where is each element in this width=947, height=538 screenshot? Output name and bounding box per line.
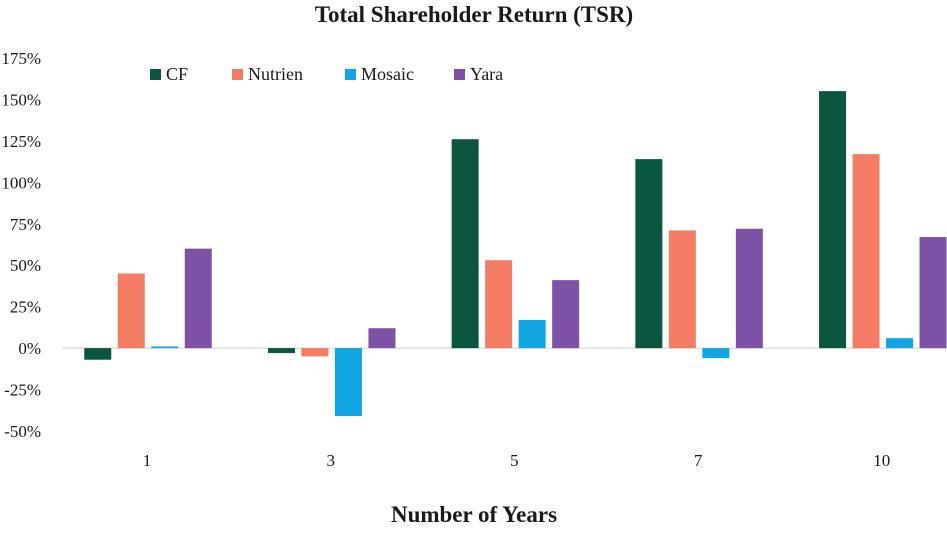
bar-yara-5y bbox=[552, 280, 580, 349]
y-tick-label: 100% bbox=[1, 173, 41, 192]
x-tick-label: 5 bbox=[510, 451, 519, 470]
bar-cf-3y bbox=[267, 348, 295, 354]
bar-nutrien-5y bbox=[485, 260, 513, 349]
legend-swatch-nutrien bbox=[232, 69, 243, 80]
bar-nutrien-1y bbox=[117, 273, 145, 349]
bar-mosaic-1y bbox=[151, 346, 179, 349]
legend-swatch-mosaic bbox=[345, 69, 356, 80]
bar-yara-10y bbox=[919, 237, 947, 349]
x-tick-label: 1 bbox=[143, 451, 152, 470]
legend-label-nutrien: Nutrien bbox=[248, 64, 303, 84]
x-axis-ticks: 1 3 5 7 10 bbox=[143, 451, 891, 470]
legend: CF Nutrien Mosaic Yara bbox=[150, 64, 503, 84]
y-tick-label: 175% bbox=[1, 49, 41, 68]
legend-swatch-yara bbox=[454, 69, 465, 80]
bar-nutrien-3y bbox=[301, 348, 329, 357]
x-tick-label: 3 bbox=[326, 451, 335, 470]
bar-yara-7y bbox=[735, 228, 763, 349]
legend-label-mosaic: Mosaic bbox=[361, 64, 414, 84]
bar-mosaic-5y bbox=[518, 319, 546, 349]
x-tick-label: 7 bbox=[694, 451, 703, 470]
y-tick-label: 125% bbox=[1, 132, 41, 151]
x-axis-label: Number of Years bbox=[391, 502, 557, 527]
bar-nutrien-10y bbox=[852, 154, 880, 349]
bar-cf-1y bbox=[84, 348, 112, 360]
bar-cf-5y bbox=[451, 139, 479, 349]
legend-label-yara: Yara bbox=[470, 64, 503, 84]
y-tick-label: -50% bbox=[4, 422, 41, 441]
bar-yara-3y bbox=[368, 328, 396, 349]
bar-yara-1y bbox=[184, 248, 212, 349]
y-tick-label: 150% bbox=[1, 90, 41, 109]
bar-cf-10y bbox=[819, 91, 847, 349]
legend-label-cf: CF bbox=[166, 64, 188, 84]
chart-title: Total Shareholder Return (TSR) bbox=[315, 2, 633, 27]
x-tick-label: 10 bbox=[873, 451, 890, 470]
legend-swatch-cf bbox=[150, 69, 161, 80]
y-tick-label: -25% bbox=[4, 381, 41, 400]
y-tick-label: 25% bbox=[10, 298, 41, 317]
bars-group bbox=[84, 91, 947, 417]
y-axis-ticks: -50% -25% 0% 25% 50% 75% 100% 125% 150% 175% bbox=[1, 49, 41, 441]
y-tick-label: 75% bbox=[10, 215, 41, 234]
bar-mosaic-7y bbox=[702, 348, 730, 359]
bar-mosaic-10y bbox=[886, 338, 914, 349]
bar-nutrien-7y bbox=[668, 230, 696, 349]
bar-mosaic-3y bbox=[334, 348, 362, 417]
bar-cf-7y bbox=[635, 159, 663, 349]
y-tick-label: 0% bbox=[18, 339, 41, 358]
y-tick-label: 50% bbox=[10, 256, 41, 275]
